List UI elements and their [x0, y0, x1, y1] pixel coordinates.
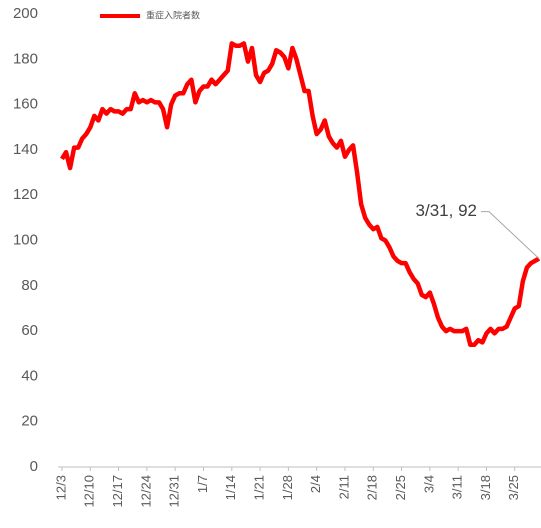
x-tick-label: 1/14: [223, 475, 238, 500]
x-tick-label: 2/4: [308, 475, 323, 493]
x-tick-label: 3/25: [506, 475, 521, 500]
y-tick-label: 200: [13, 5, 38, 22]
y-tick-label: 60: [21, 322, 38, 339]
x-tick-label: 12/3: [53, 475, 68, 500]
x-tick-label: 1/28: [280, 475, 295, 500]
y-tick-label: 140: [13, 141, 38, 158]
x-tick-label: 2/18: [365, 475, 380, 500]
line: [60, 41, 541, 347]
x-tick-label: 3/11: [450, 475, 465, 499]
x-tick-label: 3/4: [421, 475, 436, 493]
y-tick-label: 180: [13, 50, 38, 67]
x-tick-label: 3/18: [478, 475, 493, 500]
x-tick-label: 12/10: [82, 475, 97, 508]
y-tick-label: 100: [13, 231, 38, 248]
y-tick-label: 80: [21, 277, 38, 294]
x-tick-label: 12/24: [138, 475, 153, 508]
annotation-leader: [481, 211, 540, 259]
y-tick-label: 40: [21, 367, 38, 384]
y-tick-label: 20: [21, 413, 38, 430]
x-tick-label: 2/25: [393, 475, 408, 500]
x-tick-label: 2/11: [336, 475, 351, 499]
x-tick-label: 12/17: [110, 475, 125, 508]
y-tick-label: 160: [13, 96, 38, 113]
x-tick-label: 12/31: [167, 475, 182, 508]
y-tick-label: 120: [13, 186, 38, 203]
legend-label: 重症入院者数: [146, 9, 200, 20]
y-tick-label: 0: [30, 458, 38, 475]
x-tick-label: 1/7: [195, 475, 210, 493]
annotation: 3/31, 92: [416, 201, 477, 220]
x-tick-label: 1/21: [252, 475, 267, 500]
